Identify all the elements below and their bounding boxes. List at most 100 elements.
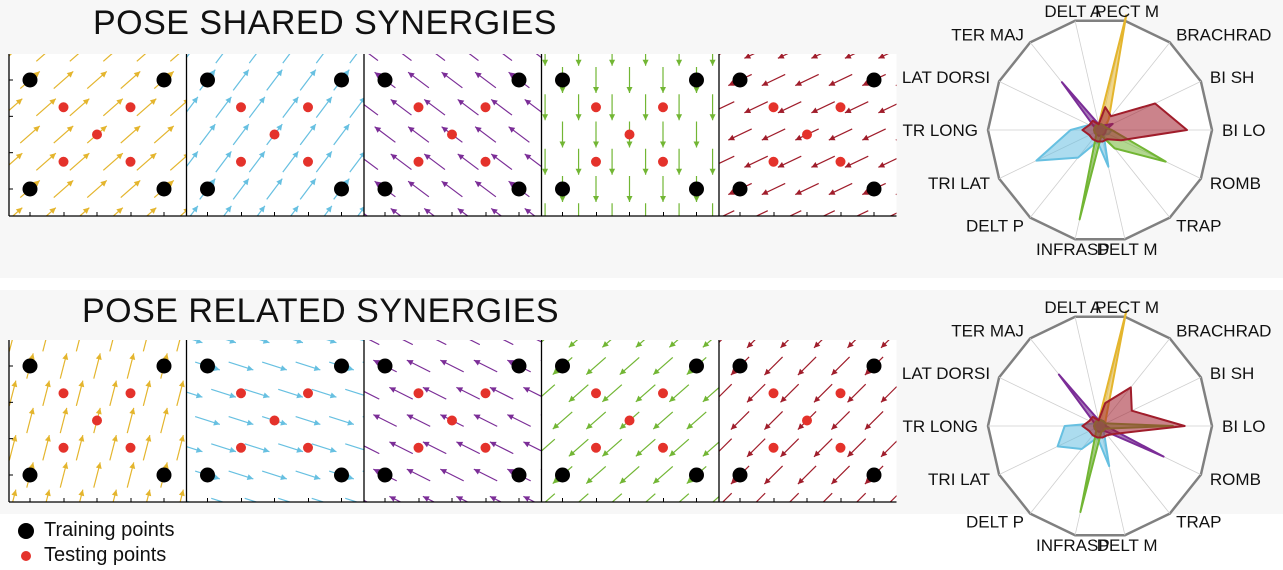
testing-point — [125, 388, 136, 399]
field-arrowhead — [225, 96, 232, 104]
field-arrowhead — [359, 152, 364, 158]
field-arrowhead — [116, 98, 123, 105]
field-arrowhead — [15, 207, 23, 214]
field-arrowhead — [133, 125, 141, 133]
field-arrowhead — [292, 96, 299, 104]
field-arrowhead — [167, 180, 174, 187]
field-arrowhead — [456, 333, 463, 338]
field-arrowhead — [195, 340, 203, 344]
training-point — [334, 72, 349, 88]
field-arrowhead — [258, 151, 265, 158]
muscle-label: INFRASP — [1036, 240, 1110, 259]
testing-point — [236, 388, 246, 399]
testing-point — [480, 102, 491, 113]
shared-panel-2 — [185, 42, 365, 216]
field-arrow — [9, 340, 13, 352]
arrow-field — [186, 340, 364, 502]
field-arrowhead — [864, 368, 872, 376]
field-arrowhead — [229, 447, 236, 453]
field-arrowhead — [183, 44, 189, 50]
field-arrowhead — [593, 196, 599, 202]
training-point — [377, 358, 393, 374]
field-arrowhead — [162, 353, 169, 360]
field-arrowhead — [558, 45, 565, 51]
field-arrowhead — [813, 450, 821, 457]
field-arrowhead — [0, 180, 6, 186]
field-arrowhead — [676, 168, 683, 175]
field-arrowhead — [325, 96, 332, 104]
field-arrow — [755, 210, 769, 216]
training-marker — [18, 522, 34, 539]
field-arrowhead — [895, 84, 897, 86]
field-arrowhead — [0, 71, 6, 77]
field-arrowhead — [440, 360, 448, 366]
field-arrowhead — [309, 124, 316, 131]
muscle-label: INFRASP — [1036, 536, 1110, 555]
field-arrow — [102, 54, 113, 62]
training-point — [22, 72, 38, 88]
field-arrowhead — [296, 447, 303, 453]
field-arrowhead — [313, 419, 321, 426]
field-arrow — [345, 497, 359, 502]
field-arrowhead — [179, 326, 185, 333]
field-arrowhead — [116, 207, 123, 214]
field-arrow — [368, 340, 380, 346]
field-arrowhead — [191, 151, 198, 158]
testing-point — [92, 415, 102, 426]
field-arrow — [755, 492, 766, 502]
field-arrowhead — [778, 217, 785, 222]
field-arrowhead — [62, 353, 69, 360]
field-arrowhead — [878, 54, 886, 59]
field-arrowhead — [111, 489, 118, 497]
field-arrowhead — [669, 341, 676, 348]
field-arrowhead — [28, 407, 35, 415]
field-arrow — [678, 493, 690, 502]
field-arrowhead — [831, 423, 838, 430]
field-arrow — [721, 210, 735, 216]
field-arrowhead — [473, 360, 481, 366]
field-arrowhead — [746, 396, 754, 403]
field-arrow — [402, 340, 414, 346]
field-arrowhead — [642, 59, 649, 66]
field-arrowhead — [246, 419, 254, 426]
field-arrowhead — [390, 99, 398, 106]
field-arrowhead — [44, 489, 51, 497]
field-arrowhead — [424, 45, 431, 51]
field-arrowhead — [374, 126, 382, 133]
testing-point — [802, 415, 812, 426]
training-point — [866, 358, 882, 374]
related-panel-4 — [540, 340, 719, 502]
field-arrowhead — [746, 341, 754, 348]
field-arrow — [349, 54, 358, 64]
radar-series-5 — [1081, 386, 1186, 439]
field-arrowhead — [862, 189, 869, 195]
field-arrowhead — [33, 125, 40, 133]
related-panel-5 — [718, 340, 897, 502]
training-point — [200, 181, 215, 197]
field-arrowhead — [764, 368, 771, 376]
field-arrowhead — [489, 387, 497, 393]
field-arrowhead — [797, 423, 805, 430]
field-arrowhead — [491, 99, 498, 106]
field-arrowhead — [258, 96, 265, 104]
field-arrowhead — [609, 223, 615, 229]
testing-point — [768, 102, 779, 113]
testing-point — [303, 388, 313, 399]
field-arrowhead — [542, 223, 548, 229]
field-arrowhead — [359, 42, 365, 49]
field-arrowhead — [709, 168, 716, 175]
muscle-label: LAT DORSI — [902, 68, 990, 87]
field-arrowhead — [408, 181, 415, 188]
field-arrowhead — [292, 151, 299, 158]
testing-point — [658, 388, 668, 399]
field-arrowhead — [389, 496, 397, 502]
field-arrowhead — [28, 353, 35, 360]
field-arrowhead — [145, 435, 152, 442]
field-arrowhead — [619, 477, 627, 484]
field-arrowhead — [811, 107, 819, 113]
field-arrowhead — [11, 489, 18, 497]
testing-point — [768, 388, 779, 399]
field-arrowhead — [406, 360, 414, 366]
